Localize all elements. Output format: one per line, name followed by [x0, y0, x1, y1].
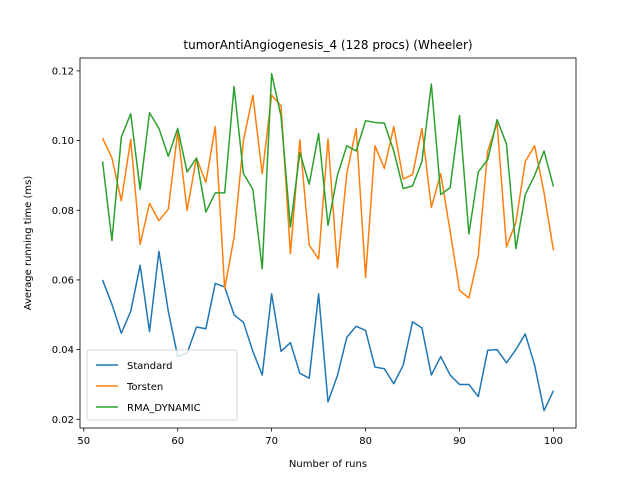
chart-title: tumorAntiAngiogenesis_4 (128 procs) (Whe… [183, 38, 472, 52]
x-tick-label: 90 [453, 436, 466, 447]
y-tick-label: 0.02 [52, 415, 74, 426]
y-axis-ticks: 0.02 0.04 0.06 0.08 0.10 0.12 [52, 66, 80, 426]
series-line-rma-dynamic [101, 72, 555, 270]
y-tick-label: 0.12 [52, 66, 74, 77]
y-tick-label: 0.06 [52, 275, 74, 286]
plot-frame [79, 57, 577, 429]
legend-label: Standard [127, 361, 173, 372]
x-tick-label: 100 [544, 436, 563, 447]
y-tick-label: 0.04 [52, 345, 74, 356]
x-tick-label: 70 [265, 436, 278, 447]
y-tick-label: 0.08 [52, 206, 74, 217]
legend: Standard Torsten RMA_DYNAMIC [86, 349, 238, 421]
y-tick-label: 0.10 [52, 136, 74, 147]
x-axis-ticks: 50 60 70 80 90 100 [77, 428, 563, 447]
x-axis-label: Number of runs [289, 459, 367, 470]
x-tick-label: 60 [171, 436, 184, 447]
legend-box [86, 349, 238, 421]
x-tick-label: 80 [359, 436, 372, 447]
legend-label: RMA_DYNAMIC [127, 403, 201, 414]
x-tick-label: 50 [77, 436, 90, 447]
y-axis-label: Average running time (ms) [23, 176, 34, 311]
legend-label: Torsten [126, 382, 163, 393]
